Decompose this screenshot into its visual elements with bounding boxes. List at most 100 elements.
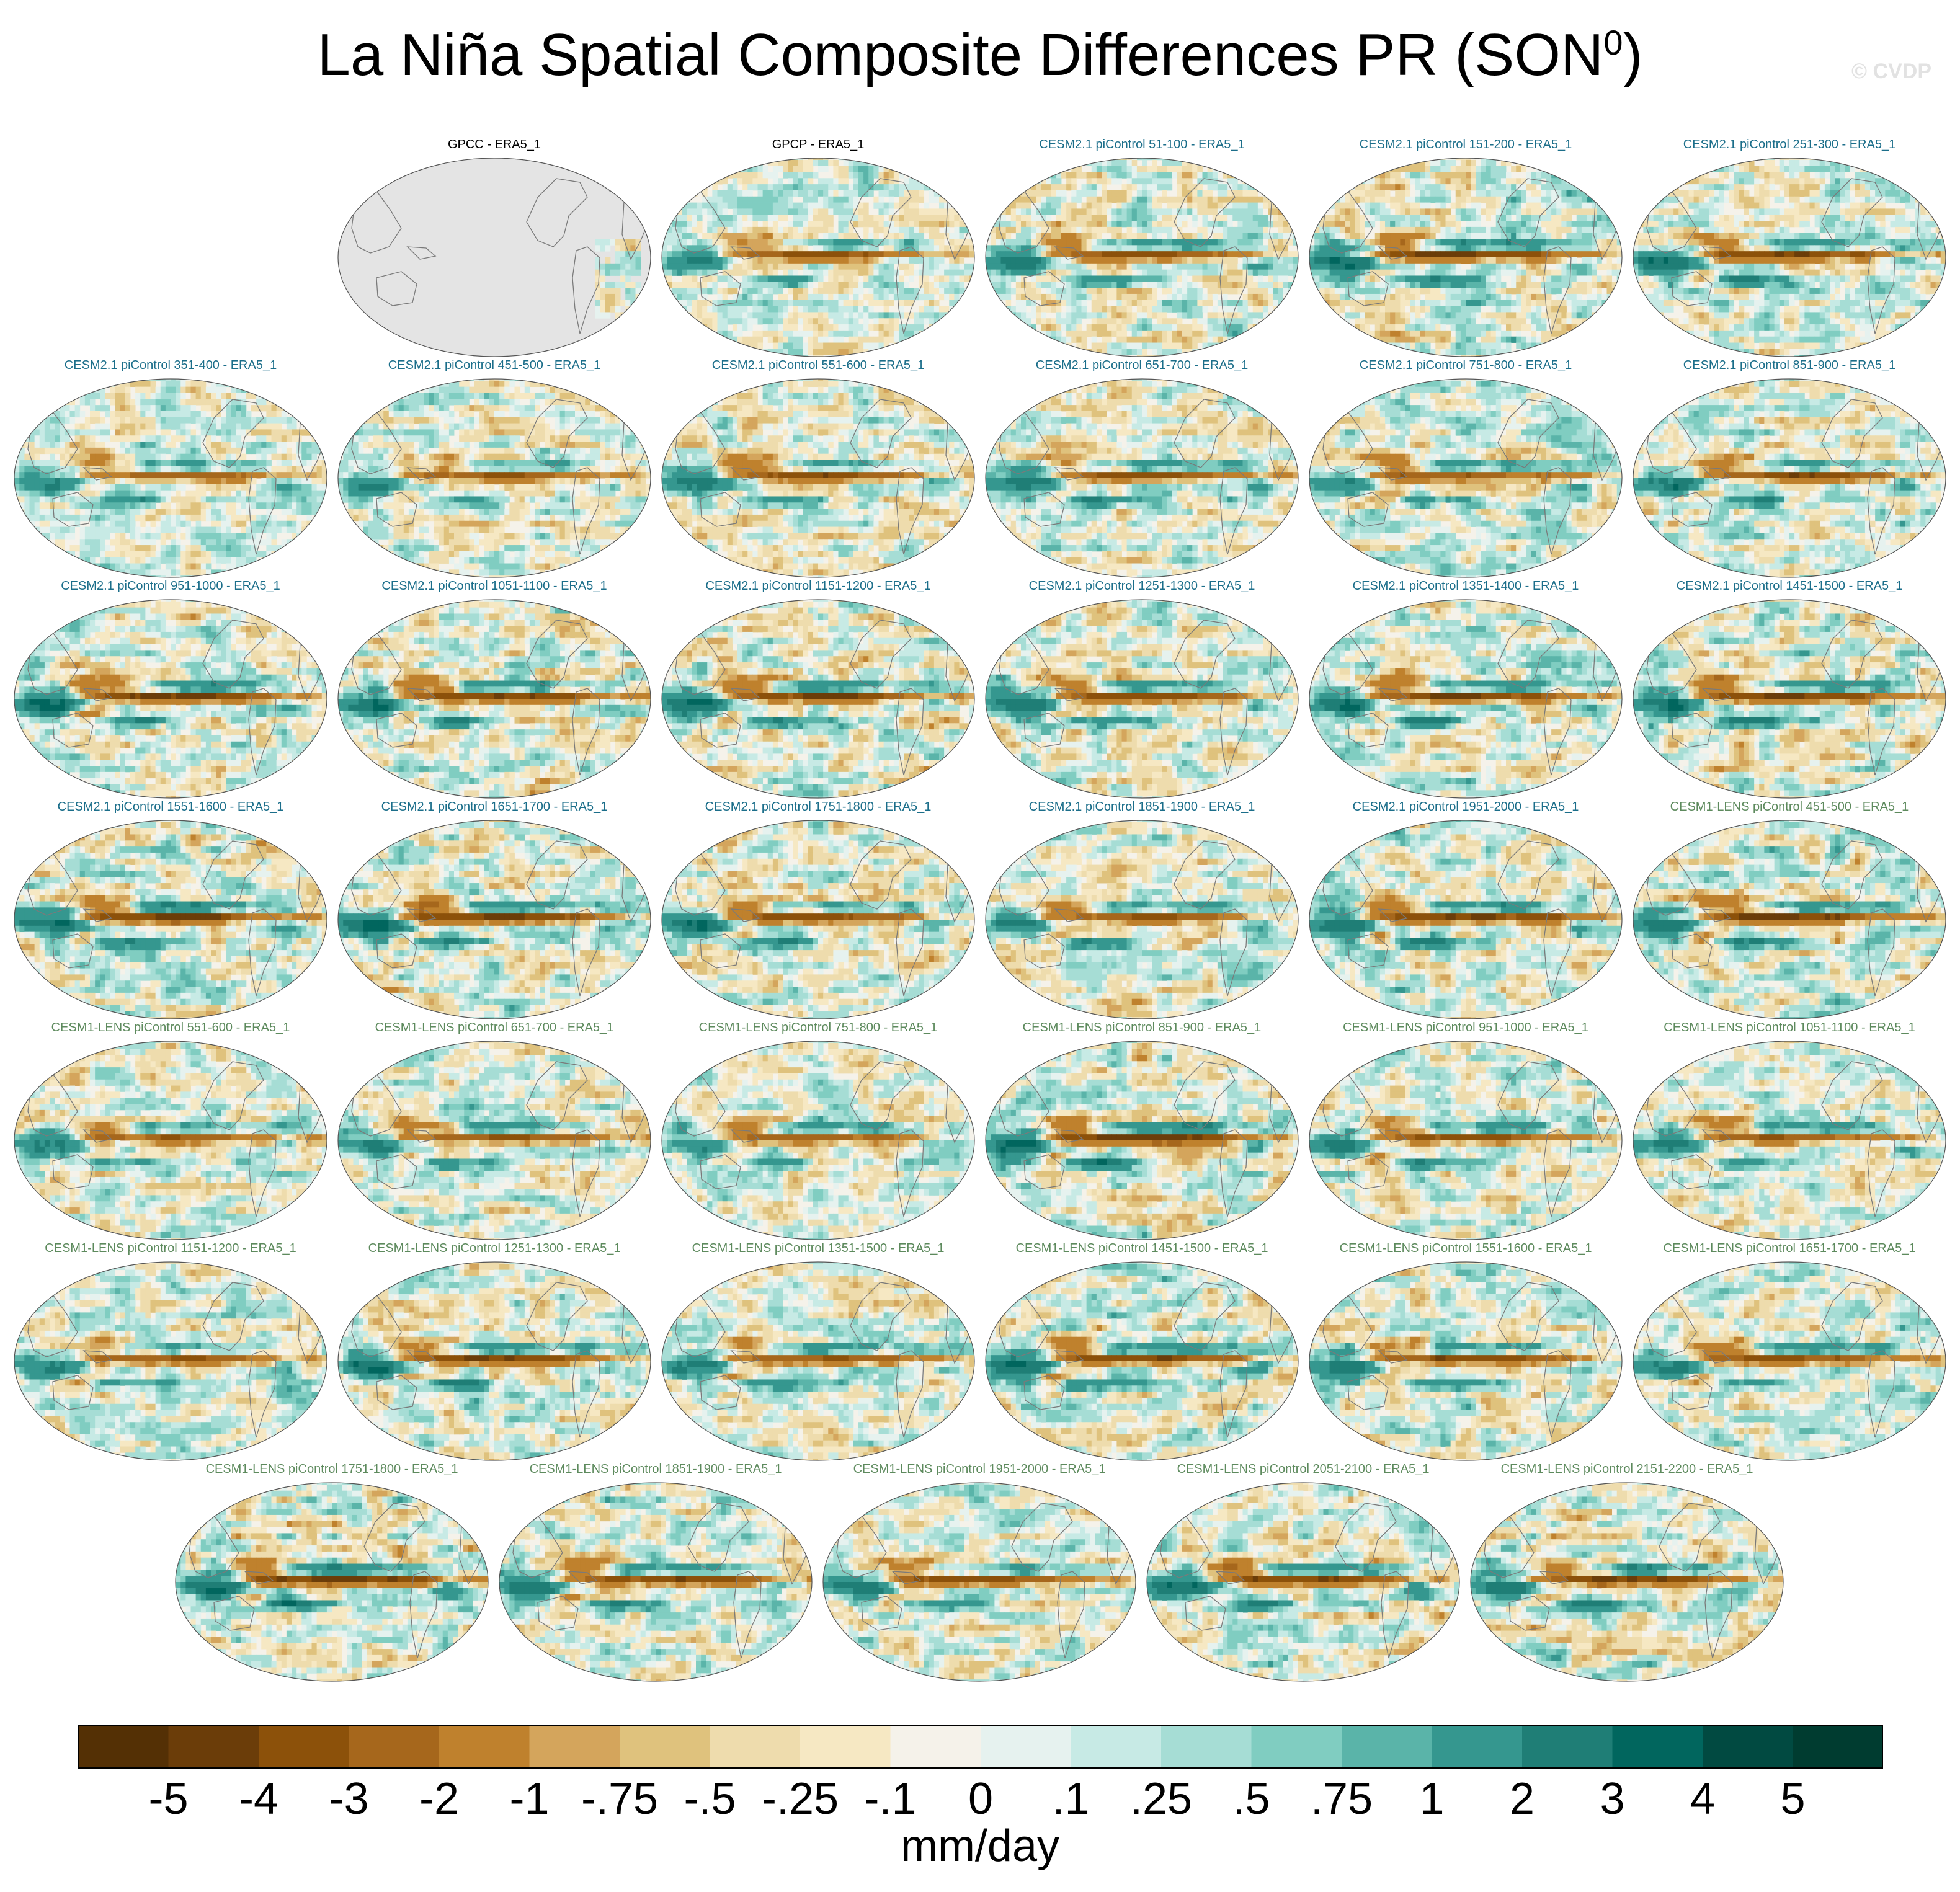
precip-cell (934, 160, 940, 166)
precip-cell (1082, 245, 1087, 251)
precip-cell (783, 227, 788, 233)
precip-cell (1036, 337, 1041, 343)
precip-cell (1516, 227, 1521, 233)
precip-cell (1162, 172, 1168, 178)
precip-cell (1263, 233, 1268, 239)
precip-cell (1355, 190, 1360, 197)
precip-cell (879, 270, 884, 276)
precip-cell (853, 245, 859, 251)
precip-cell (752, 282, 758, 288)
precip-cell (1111, 275, 1117, 282)
precip-cell (1232, 343, 1238, 349)
precip-cell (1227, 239, 1233, 246)
precip-cell (1122, 208, 1128, 215)
precip-cell (1036, 251, 1041, 257)
precip-cell (894, 324, 899, 331)
precip-cell (858, 343, 864, 349)
precip-cell (1122, 270, 1128, 276)
precip-cell (1197, 203, 1203, 209)
precip-cell (615, 282, 621, 288)
precip-cell (1102, 270, 1107, 276)
precip-cell (1046, 221, 1052, 227)
precip-cell (1076, 306, 1082, 313)
precip-cell (1325, 227, 1330, 233)
precip-cell (884, 190, 889, 197)
precip-cell (1587, 221, 1592, 227)
precip-cell (823, 197, 829, 203)
precip-cell (1511, 197, 1517, 203)
precip-cell (1298, 270, 1303, 276)
precip-cell (944, 288, 950, 294)
precip-cell (996, 300, 1001, 306)
precip-cell (1066, 275, 1072, 282)
precip-cell (1092, 331, 1097, 337)
precip-cell (1001, 270, 1007, 276)
precip-cell (1521, 178, 1526, 184)
precip-cell (1051, 282, 1057, 288)
precip-cell (1107, 239, 1112, 246)
precip-cell (1263, 227, 1268, 233)
precip-cell (1203, 245, 1208, 251)
precip-cell (1309, 172, 1315, 178)
precip-cell (853, 251, 859, 257)
precip-cell (798, 318, 804, 324)
precip-cell (1102, 190, 1107, 197)
precip-cell (964, 300, 970, 306)
precip-cell (788, 245, 793, 251)
precip-cell (1102, 324, 1107, 331)
precip-cell (595, 270, 601, 276)
precip-cell (1076, 312, 1082, 318)
precip-cell (1142, 257, 1147, 264)
precip-cell (1572, 208, 1577, 215)
precip-cell (1258, 208, 1263, 215)
precip-cell (677, 270, 683, 276)
precip-cell (763, 270, 768, 276)
precip-cell (1016, 264, 1022, 270)
precip-cell (879, 190, 884, 197)
precip-cell (798, 178, 804, 184)
precip-cell (1531, 190, 1537, 197)
precip-cell (960, 197, 965, 203)
precip-cell (1572, 233, 1577, 239)
precip-cell (1425, 178, 1431, 184)
precip-cell (868, 245, 874, 251)
precip-cell (723, 257, 728, 264)
precip-cell (1127, 282, 1133, 288)
precip-cell (1435, 239, 1441, 246)
precip-cell (733, 270, 738, 276)
precip-cell (1340, 221, 1345, 227)
precip-cell (773, 306, 778, 313)
precip-cell (1283, 312, 1289, 318)
precip-cell (1456, 227, 1461, 233)
precip-cell (1298, 190, 1303, 197)
precip-cell (742, 318, 748, 324)
precip-cell (758, 282, 764, 288)
precip-cell (1516, 208, 1521, 215)
precip-cell (1607, 197, 1613, 203)
precip-cell (1001, 203, 1007, 209)
precip-cell (1001, 154, 1007, 160)
precip-cell (723, 154, 728, 160)
precip-cell (1335, 221, 1340, 227)
precip-cell (808, 197, 814, 203)
precip-cell (1587, 208, 1592, 215)
precip-cell (1237, 154, 1243, 160)
precip-cell (1476, 172, 1481, 178)
precip-cell (1192, 282, 1198, 288)
precip-cell (1187, 257, 1193, 264)
precip-cell (1092, 239, 1097, 246)
precip-cell (1273, 288, 1278, 294)
precip-cell (1041, 203, 1047, 209)
precip-cell (1122, 245, 1128, 251)
precip-cell (1001, 251, 1007, 257)
precip-cell (853, 343, 859, 349)
precip-cell (763, 275, 768, 282)
precip-cell (1122, 197, 1128, 203)
precip-cell (991, 160, 996, 166)
precip-cell (712, 233, 718, 239)
precip-cell (899, 203, 904, 209)
precip-cell (1592, 227, 1597, 233)
precip-cell (889, 154, 894, 160)
precip-cell (1147, 227, 1152, 233)
precip-cell (813, 154, 819, 160)
